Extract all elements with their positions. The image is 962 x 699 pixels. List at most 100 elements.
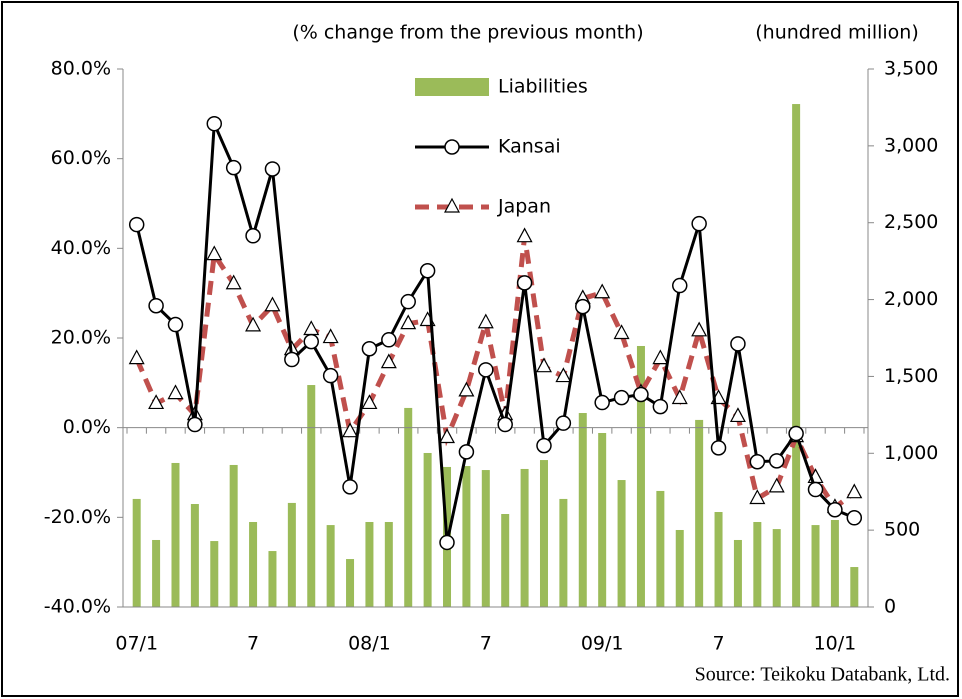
y-tick-label: 80.0% [51, 58, 111, 80]
point [128, 349, 145, 365]
point [400, 293, 416, 310]
point [613, 324, 630, 340]
point [458, 444, 475, 460]
bar [539, 460, 548, 607]
bar [462, 466, 471, 607]
point [691, 215, 707, 232]
point [264, 161, 281, 177]
point [400, 314, 417, 330]
bar [792, 104, 801, 607]
point [535, 357, 552, 373]
y-tick-label: -20.0% [44, 506, 111, 528]
bar [384, 521, 393, 607]
point [322, 367, 339, 384]
point [245, 316, 262, 332]
bar [559, 498, 568, 607]
point [516, 275, 533, 291]
point [613, 389, 630, 406]
point [749, 489, 766, 505]
point [245, 228, 261, 244]
x-tick-label: 08/1 [348, 633, 391, 655]
point [303, 333, 319, 350]
y-tick-label: 40.0% [51, 237, 111, 259]
bar [423, 452, 432, 607]
point [594, 394, 610, 411]
point [225, 159, 242, 176]
point [361, 394, 378, 410]
point [128, 216, 145, 233]
y-tick-label: -40.0% [44, 596, 111, 618]
point [322, 328, 339, 344]
y2-tick-label: 1,000 [884, 442, 938, 464]
point [555, 415, 572, 431]
x-tick-label: 7 [480, 633, 492, 655]
x-tick-label: 7 [712, 633, 724, 655]
bar [695, 419, 704, 607]
bar [811, 525, 820, 607]
bar [656, 490, 665, 607]
legend-label: Japan [497, 196, 551, 218]
point [458, 381, 475, 397]
point [555, 367, 572, 383]
point [206, 115, 223, 132]
bar [598, 432, 607, 607]
bar [617, 480, 626, 607]
point [749, 453, 766, 470]
bar [229, 464, 238, 607]
point [497, 416, 513, 433]
bar [171, 462, 180, 607]
bar [675, 529, 684, 607]
point [827, 501, 843, 518]
point [148, 297, 164, 314]
legend-swatch [415, 78, 489, 96]
y2-tick-label: 0 [884, 596, 896, 618]
point [439, 428, 456, 444]
point [361, 341, 378, 357]
right-axis-label: (hundred million) [755, 22, 919, 44]
point [264, 296, 281, 312]
y2-tick-label: 2,500 [884, 211, 938, 233]
bar [152, 539, 161, 607]
point [380, 353, 397, 369]
point [633, 386, 649, 403]
bar [404, 407, 413, 607]
bar [714, 512, 723, 607]
point [575, 298, 591, 315]
bar [346, 559, 355, 607]
point [342, 422, 359, 438]
source: Source: Teikoku Databank, Ltd. [695, 664, 950, 686]
x-tick-label: 07/1 [115, 633, 158, 655]
point [167, 316, 184, 333]
bar [190, 504, 199, 607]
x-tick-label: 10/1 [814, 633, 857, 655]
point [652, 349, 669, 365]
y-tick-label: 0.0% [63, 416, 111, 438]
point [342, 479, 358, 495]
bar [850, 567, 859, 607]
bar [501, 514, 510, 607]
bar [132, 498, 141, 607]
point [671, 389, 688, 405]
point [536, 437, 552, 454]
bar [326, 525, 335, 607]
bar [249, 521, 258, 607]
point [807, 481, 824, 498]
point [419, 263, 436, 279]
y2-tick-label: 2,000 [884, 288, 938, 310]
point [652, 398, 669, 415]
legend-label: Kansai [498, 136, 561, 158]
y-tick-label: 20.0% [51, 327, 111, 349]
point [516, 227, 533, 243]
bar [520, 468, 529, 607]
point [846, 510, 863, 526]
bar [772, 529, 781, 607]
point [478, 362, 494, 378]
bar [636, 345, 645, 607]
y2-tick-label: 3,000 [884, 134, 938, 156]
point [729, 407, 746, 423]
point [477, 313, 494, 329]
bar [753, 521, 762, 607]
point [381, 332, 397, 348]
bar [210, 541, 219, 607]
